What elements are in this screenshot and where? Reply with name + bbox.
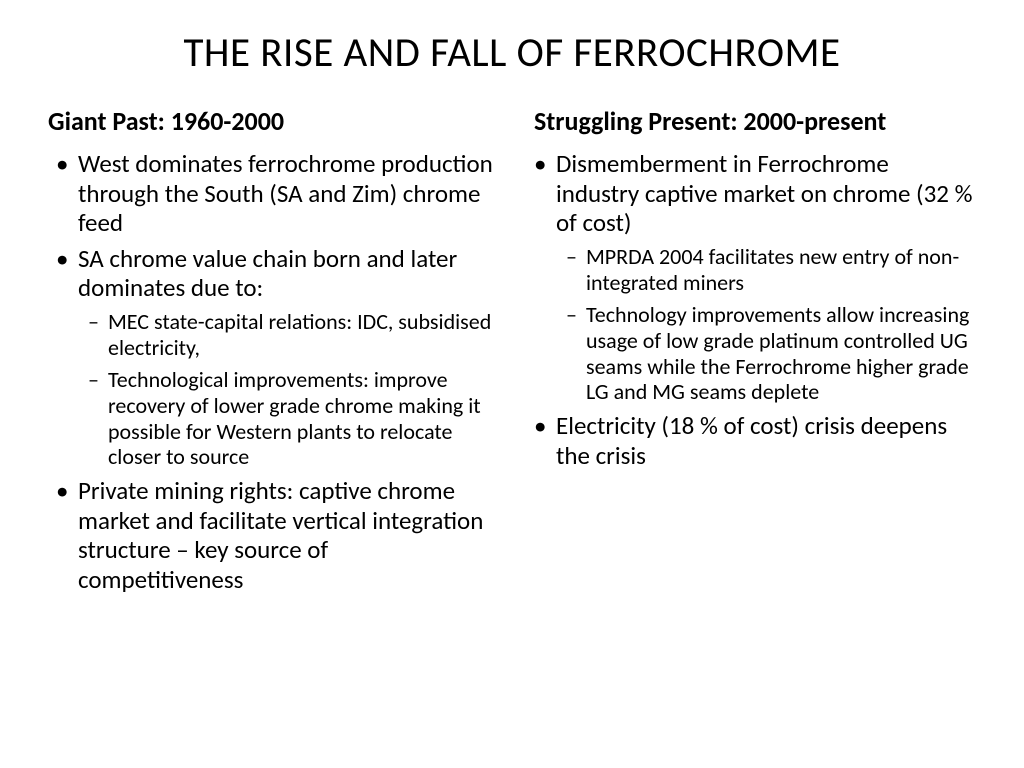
- bullet-text: Private mining rights: captive chrome ma…: [78, 475, 483, 595]
- bullet-text: Dismemberment in Ferrochrome industry ca…: [556, 148, 972, 238]
- right-sub-list: MPRDA 2004 facilitates new entry of non-…: [556, 244, 976, 406]
- list-item: West dominates ferrochrome production th…: [48, 149, 498, 238]
- bullet-text: Technology improvements allow increasing…: [586, 301, 969, 406]
- right-column: Struggling Present: 2000-present Dismemb…: [526, 106, 976, 600]
- bullet-text: West dominates ferrochrome production th…: [78, 148, 493, 238]
- list-item: Dismemberment in Ferrochrome industry ca…: [526, 149, 976, 405]
- bullet-text: MEC state-capital relations: IDC, subsid…: [108, 308, 491, 361]
- two-column-layout: Giant Past: 1960-2000 West dominates fer…: [48, 106, 976, 600]
- bullet-text: SA chrome value chain born and later dom…: [78, 243, 457, 304]
- slide-title: THE RISE AND FALL OF FERROCHROME: [48, 28, 976, 78]
- list-item: MPRDA 2004 facilitates new entry of non-…: [556, 244, 976, 296]
- list-item: Technology improvements allow increasing…: [556, 302, 976, 406]
- left-sub-list: MEC state-capital relations: IDC, subsid…: [78, 309, 498, 471]
- list-item: Technological improvements: improve reco…: [78, 367, 498, 471]
- bullet-text: Technological improvements: improve reco…: [108, 366, 481, 471]
- list-item: SA chrome value chain born and later dom…: [48, 244, 498, 471]
- left-bullet-list: West dominates ferrochrome production th…: [48, 149, 498, 594]
- right-heading: Struggling Present: 2000-present: [526, 106, 976, 137]
- right-bullet-list: Dismemberment in Ferrochrome industry ca…: [526, 149, 976, 470]
- list-item: MEC state-capital relations: IDC, subsid…: [78, 309, 498, 361]
- left-heading: Giant Past: 1960-2000: [48, 106, 498, 137]
- bullet-text: MPRDA 2004 facilitates new entry of non-…: [586, 243, 959, 296]
- bullet-text: Electricity (18 % of cost) crisis deepen…: [556, 410, 947, 471]
- left-column: Giant Past: 1960-2000 West dominates fer…: [48, 106, 498, 600]
- list-item: Electricity (18 % of cost) crisis deepen…: [526, 411, 976, 470]
- list-item: Private mining rights: captive chrome ma…: [48, 476, 498, 594]
